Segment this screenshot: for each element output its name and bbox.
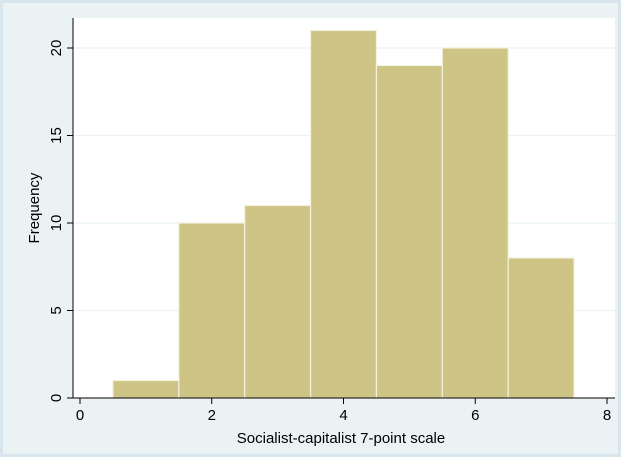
y-tick-label: 20 bbox=[48, 40, 65, 57]
y-tick-label: 10 bbox=[48, 215, 65, 232]
y-axis-title: Frequency bbox=[26, 172, 43, 243]
x-tick-label: 8 bbox=[603, 407, 611, 424]
histogram-bar bbox=[309, 29, 378, 399]
x-tick-label: 2 bbox=[208, 407, 216, 424]
histogram-bar bbox=[441, 47, 509, 399]
histogram-bar bbox=[375, 64, 443, 399]
x-tick-label: 0 bbox=[76, 407, 84, 424]
histogram-bar bbox=[178, 222, 246, 399]
y-tick-label: 5 bbox=[48, 306, 65, 314]
x-axis-title: Socialist-capitalist 7-point scale bbox=[237, 430, 445, 447]
histogram-bar bbox=[244, 204, 312, 399]
histogram-bar bbox=[507, 257, 575, 399]
x-tick-label: 4 bbox=[339, 407, 347, 424]
y-tick-label: 15 bbox=[48, 127, 65, 144]
x-tick-label: 6 bbox=[471, 407, 479, 424]
y-tick-label: 0 bbox=[48, 394, 65, 402]
histogram-bar bbox=[112, 379, 180, 399]
histogram-chart: 0 5 10 15 20 0 2 4 6 8 Socialist-capitalist 7-poin… bbox=[26, 18, 615, 447]
